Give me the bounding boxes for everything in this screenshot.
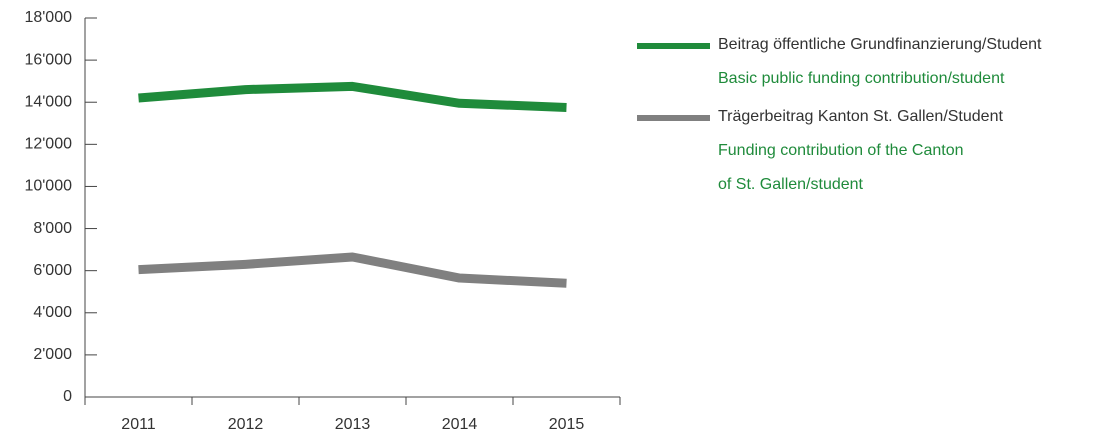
series-line [138,81,567,112]
legend-label: Beitrag öffentliche Grundfinanzierung/St… [718,36,1042,53]
x-tick-label: 2012 [228,416,264,433]
x-tick-label: 2014 [442,416,478,433]
y-tick-label: 14'000 [24,93,72,110]
x-tick-label: 2013 [335,416,371,433]
legend-subtitle: Basic public funding contribution/studen… [718,70,1005,87]
legend-subtitle: Funding contribution of the Canton [718,142,964,159]
series-line [138,252,567,288]
x-tick-label: 2011 [121,416,156,433]
y-tick-label: 0 [63,388,72,405]
y-tick-label: 2'000 [33,346,72,363]
y-tick-label: 8'000 [33,220,72,237]
x-tick-label: 2015 [549,416,585,433]
y-tick-label: 16'000 [24,51,72,68]
y-tick-label: 10'000 [24,178,72,195]
y-tick-label: 4'000 [33,304,72,321]
legend-label: Trägerbeitrag Kanton St. Gallen/Student [718,108,1003,125]
y-tick-label: 6'000 [33,262,72,279]
legend-subtitle: of St. Gallen/student [718,176,864,193]
y-tick-label: 12'000 [24,136,72,153]
y-tick-label: 18'000 [24,9,72,26]
